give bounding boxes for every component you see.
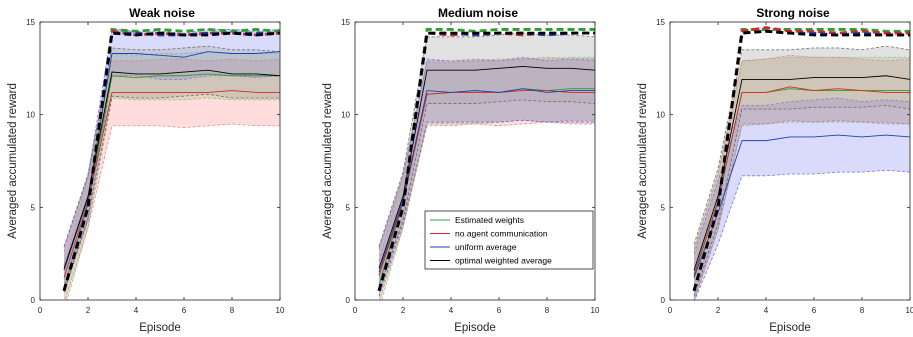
legend-label-uniform: uniform average <box>455 242 517 252</box>
series-line-optimal <box>693 75 910 271</box>
band-edge-lower-no_comm <box>64 123 280 300</box>
series-line-estimated <box>63 73 280 290</box>
series-line-no_comm <box>693 86 910 277</box>
y-axis-label: Averaged accumulated reward <box>322 83 334 239</box>
y-tick-label: 0 <box>661 296 666 305</box>
x-axis-label: Episode <box>139 322 181 334</box>
band-uniform <box>379 57 595 297</box>
y-tick-label: 15 <box>26 18 35 27</box>
chart-title: Strong noise <box>756 6 830 20</box>
band-edge-upper-optimal <box>693 45 910 245</box>
x-tick-label: 4 <box>449 306 454 315</box>
x-axis-label: Episode <box>454 322 496 334</box>
x-tick-label: 10 <box>906 306 913 315</box>
band-edge-lower-optimal <box>378 99 595 291</box>
x-tick-label: 2 <box>401 306 406 315</box>
x-tick-label: 0 <box>38 306 43 315</box>
chart-title: Medium noise <box>438 6 518 20</box>
x-tick-label: 8 <box>230 306 235 315</box>
dashed-line-optimal <box>692 29 910 292</box>
band-edge-lower-uniform <box>694 169 910 300</box>
y-tick-label: 10 <box>341 111 350 120</box>
x-tick-label: 2 <box>716 306 721 315</box>
plot-area <box>377 28 595 300</box>
band-estimated <box>64 51 280 300</box>
series-line-no_comm <box>63 90 280 278</box>
band-edge-lower-optimal <box>693 104 910 297</box>
x-tick-label: 8 <box>545 306 550 315</box>
y-tick-label: 10 <box>26 111 35 120</box>
x-tick-label: 0 <box>668 306 673 315</box>
x-tick-label: 8 <box>860 306 865 315</box>
band-no_comm <box>64 59 280 300</box>
y-tick-label: 0 <box>31 296 36 305</box>
y-tick-label: 0 <box>346 296 351 305</box>
band-estimated <box>694 57 910 300</box>
band-edge-upper-no_comm <box>63 58 280 252</box>
y-tick-label: 15 <box>656 18 665 27</box>
legend-box <box>424 210 594 270</box>
chart-panel-3: 0 2 4 6 8 10 0 5 10 15 Strong noise Episode Averaged… <box>637 6 913 334</box>
x-axis-label: Episode <box>769 322 811 334</box>
y-axis-label: Averaged accumulated reward <box>7 83 19 239</box>
band-edge-upper-optimal <box>63 45 280 247</box>
band-edge-lower-uniform <box>63 75 280 293</box>
x-tick-label: 10 <box>276 306 285 315</box>
band-no_comm <box>694 55 910 300</box>
chart-panel-2: 0 2 4 6 8 10 0 5 10 15 Medium noise Episode Averaged… <box>322 6 600 334</box>
band-optimal <box>64 46 280 291</box>
dashed-line-optimal <box>62 31 280 292</box>
plot-area <box>62 27 280 300</box>
y-tick-label: 10 <box>656 111 665 120</box>
chart-panel-1: 0 2 4 6 8 10 0 5 10 15 Weak noise Episode Averaged a… <box>7 6 285 334</box>
series-line-uniform <box>378 88 595 273</box>
series-line-uniform <box>693 134 910 278</box>
band-uniform <box>694 97 910 300</box>
axes-box <box>669 21 911 301</box>
dashed-line-no_comm <box>692 26 910 292</box>
x-tick-label: 4 <box>764 306 769 315</box>
x-tick-label: 0 <box>353 306 358 315</box>
legend-label-no_comm: no agent communication <box>455 229 548 239</box>
legend-label-optimal: optimal weighted average <box>455 256 552 266</box>
band-optimal <box>694 46 910 297</box>
x-tick-label: 6 <box>497 306 502 315</box>
band-edge-upper-estimated <box>63 51 280 265</box>
dashed-line-optimal <box>377 31 595 292</box>
band-edge-upper-optimal <box>378 32 595 247</box>
axes-box <box>354 21 596 301</box>
y-tick-label: 15 <box>341 18 350 27</box>
series-line-optimal <box>378 66 595 269</box>
plot-area <box>692 26 910 300</box>
x-tick-label: 6 <box>182 306 187 315</box>
band-optimal <box>379 33 595 291</box>
band-edge-lower-no_comm <box>379 121 595 300</box>
y-tick-label: 5 <box>346 203 351 212</box>
x-tick-label: 10 <box>591 306 600 315</box>
series-line-optimal <box>63 69 280 269</box>
y-axis-label: Averaged accumulated reward <box>637 83 649 239</box>
band-edge-lower-estimated <box>66 97 280 300</box>
band-edge-upper-uniform <box>693 97 910 254</box>
band-no_comm <box>379 57 595 300</box>
y-tick-label: 5 <box>661 203 666 212</box>
axes-box <box>39 21 281 301</box>
band-edge-lower-uniform <box>378 119 595 297</box>
band-uniform <box>64 29 280 293</box>
chart-title: Weak noise <box>129 6 195 20</box>
band-edge-lower-optimal <box>63 93 280 291</box>
x-tick-label: 6 <box>812 306 817 315</box>
band-edge-lower-estimated <box>381 119 595 300</box>
x-tick-label: 4 <box>134 306 139 315</box>
band-estimated <box>379 57 595 300</box>
legend-label-estimated: Estimated weights <box>455 215 524 225</box>
y-tick-label: 5 <box>31 203 36 212</box>
x-tick-label: 2 <box>86 306 91 315</box>
legend: Estimated weights no agent communication u… <box>424 210 594 270</box>
